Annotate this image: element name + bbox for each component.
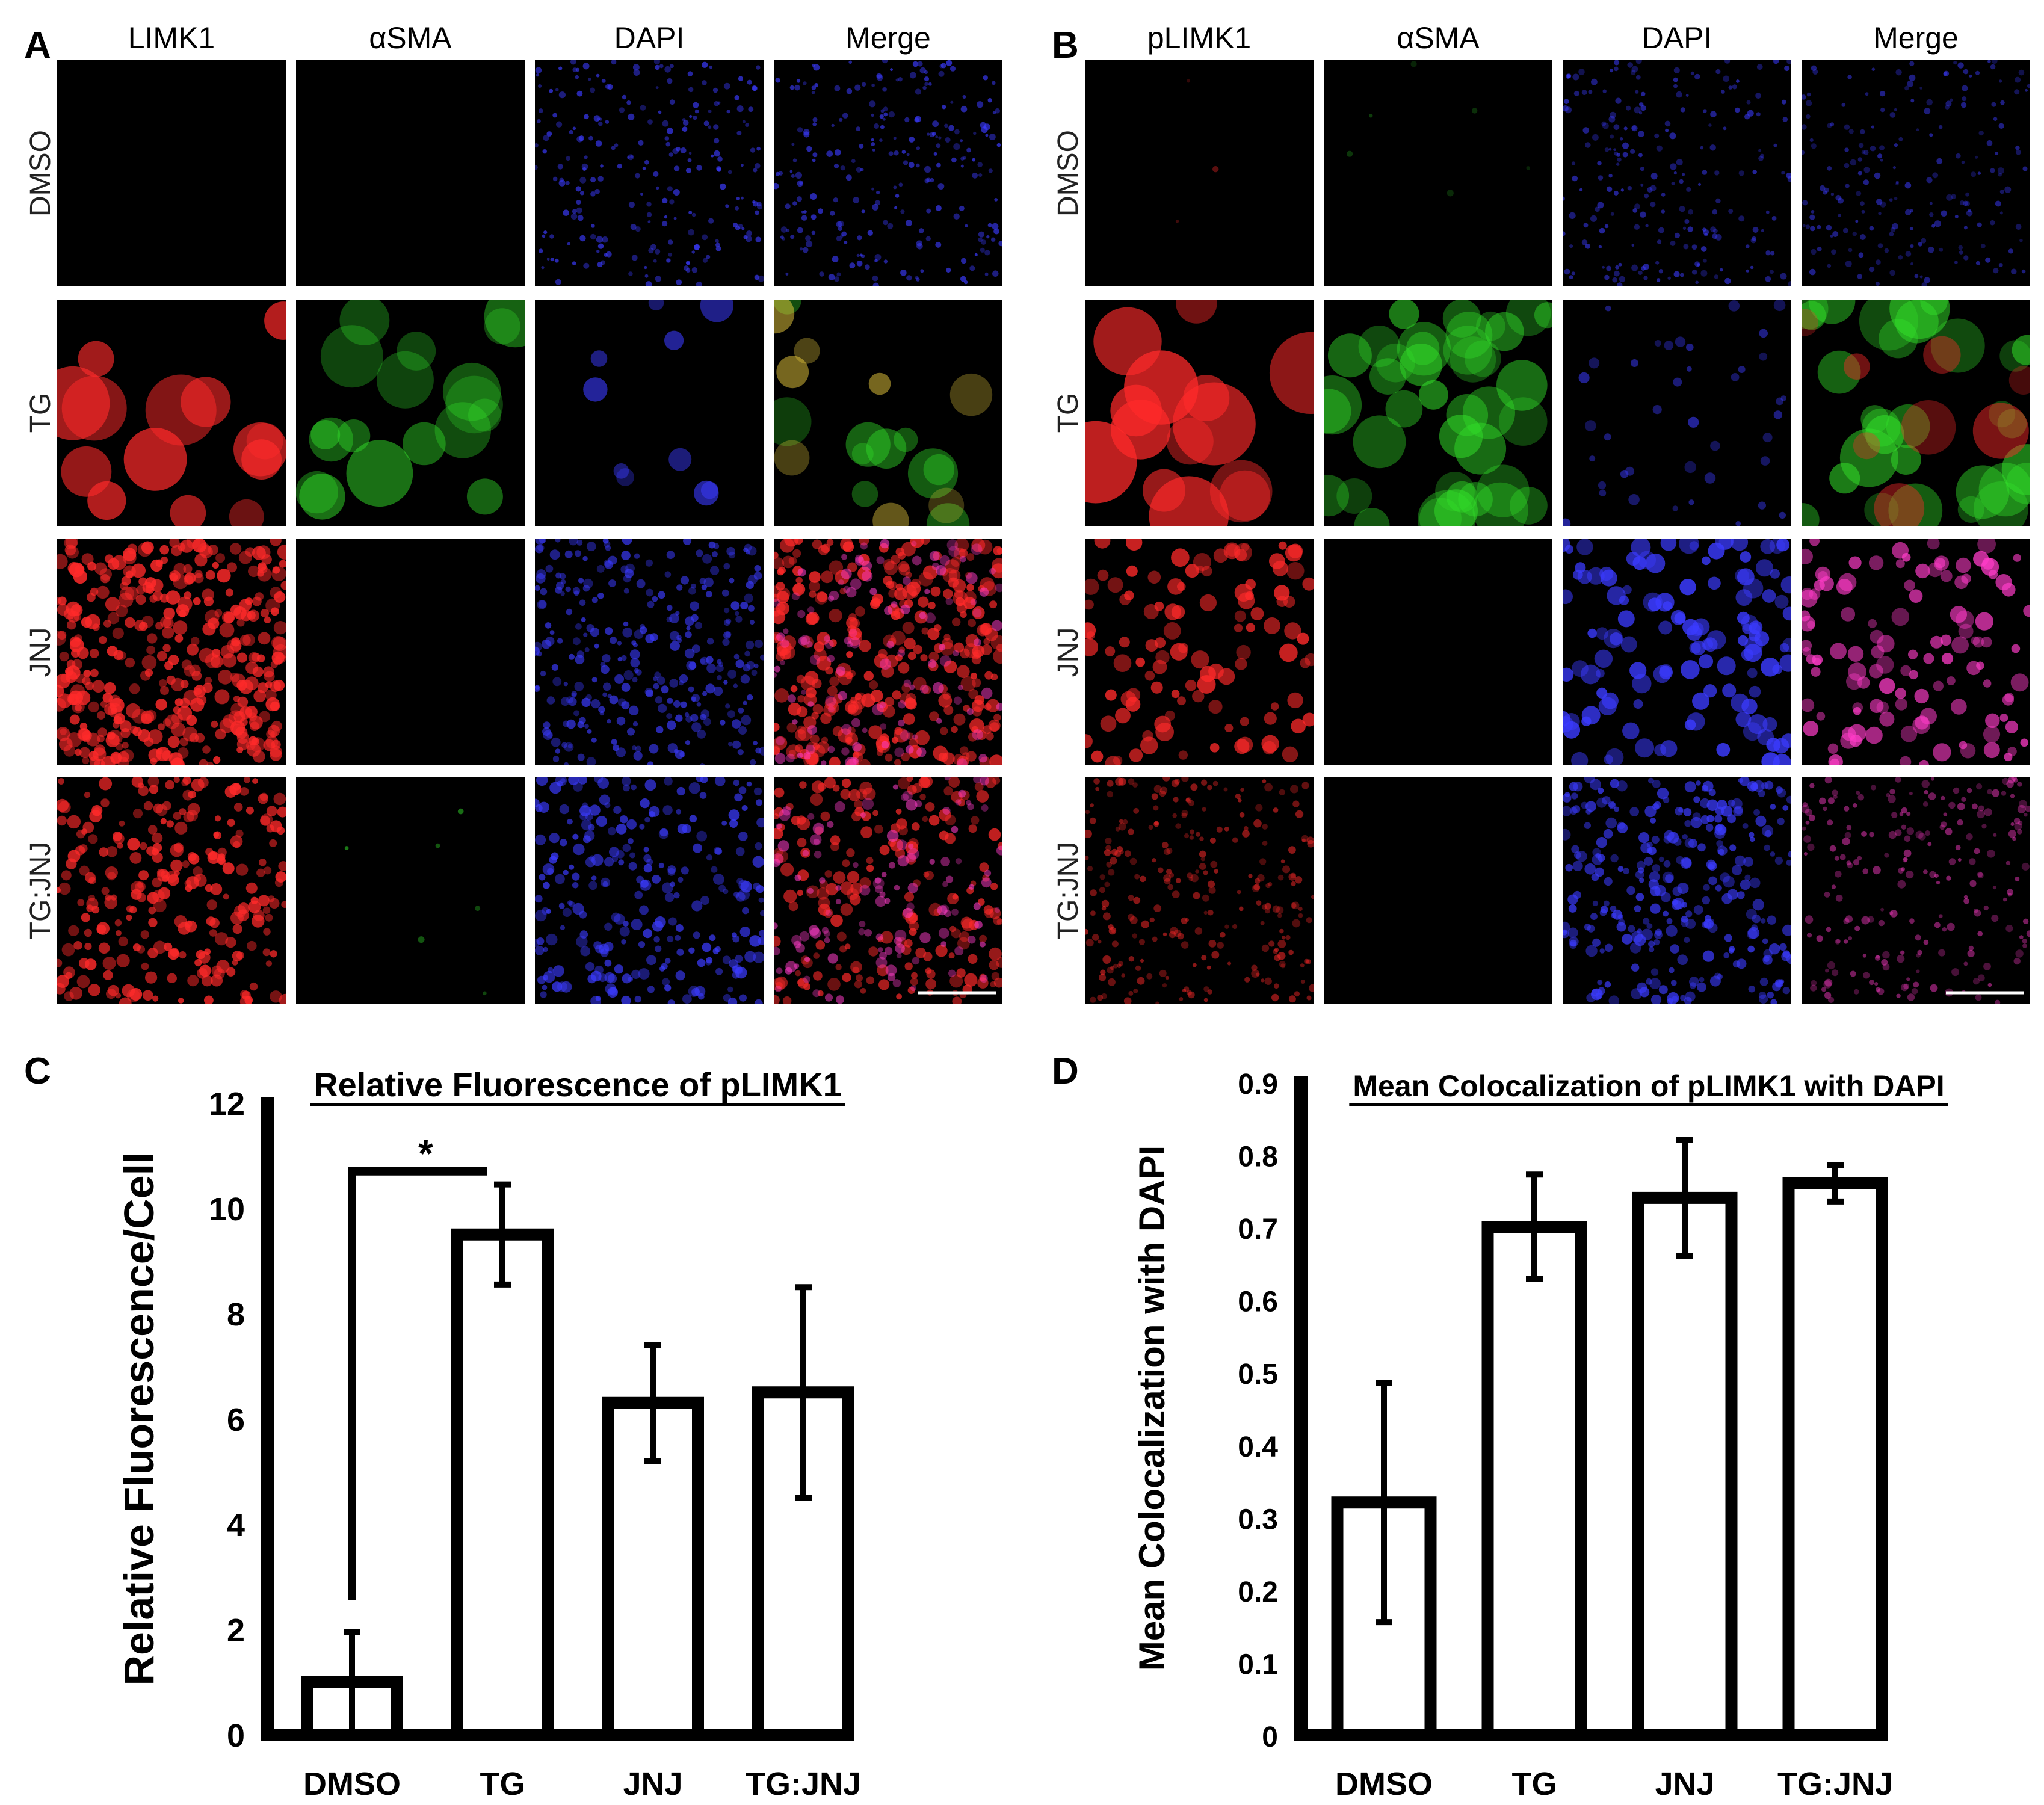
chart-c-category-label: TG:JNJ <box>746 1766 861 1802</box>
chart-d-error-bar-tg <box>1526 1171 1543 1282</box>
micrograph-a-jnj-dapi <box>535 539 764 765</box>
chart-d-ytick-label: 0.6 <box>1238 1286 1278 1318</box>
micrograph-a-tg-jnj-ch1 <box>57 777 286 1004</box>
col-label-dapi: DAPI <box>614 21 685 55</box>
chart-d-ytick-label: 0.3 <box>1238 1504 1278 1535</box>
chart-d-bar-tg <box>1481 1221 1587 1741</box>
col-label-dapi-b: DAPI <box>1641 21 1712 55</box>
chart-c-category-label: TG <box>480 1766 525 1802</box>
chart-c-category-label: JNJ <box>623 1766 682 1802</box>
row-label-dmso-b: DMSO <box>1052 130 1084 217</box>
chart-c-category-label: DMSO <box>303 1766 401 1802</box>
chart-c-ytick-label: 10 <box>209 1191 245 1227</box>
micrograph-b-tg-dapi <box>1563 300 1791 526</box>
chart-d-bar-jnj <box>1632 1191 1738 1741</box>
micrograph-b-jnj-dapi <box>1563 539 1791 765</box>
chart-c-ytick-label: 2 <box>227 1612 245 1649</box>
chart-c-error-bar-jnj <box>644 1342 661 1464</box>
col-label-asma: αSMA <box>369 21 452 55</box>
chart-d-bar-tg-jnj <box>1782 1177 1888 1741</box>
row-label-tg-b: TG <box>1052 392 1084 433</box>
panel-letter-b: B <box>1052 25 1079 66</box>
chart-d-title: Mean Colocalization of pLIMK1 with DAPI <box>1353 1069 1944 1103</box>
chart-c-y-axis-label: Relative Fluorescence/Cell <box>116 1152 162 1685</box>
panel-letter-a: A <box>24 25 51 66</box>
row-label-tg-jnj: TG:JNJ <box>25 841 57 940</box>
micrograph-a-tg-jnj-merge <box>774 777 1002 1004</box>
chart-d-ytick-label: 0 <box>1262 1721 1278 1753</box>
col-label-limk1: LIMK1 <box>128 21 215 55</box>
chart-c-ytick-label: 0 <box>227 1718 245 1754</box>
micrograph-a-tg-asma <box>296 300 525 526</box>
micrograph-b-dmso-asma <box>1324 60 1552 286</box>
micrograph-a-tg-dapi <box>535 300 764 526</box>
chart-d-category-label: TG:JNJ <box>1777 1766 1893 1802</box>
micrograph-b-dmso-ch1 <box>1085 60 1314 286</box>
chart-d-ytick-label: 0.1 <box>1238 1649 1278 1680</box>
chart-d-ytick-label: 0.2 <box>1238 1576 1278 1608</box>
row-label-tg: TG <box>25 392 57 433</box>
chart-c-ytick-label: 6 <box>227 1402 245 1438</box>
micrograph-a-tg-ch1 <box>57 300 286 526</box>
chart-c-bar-tg <box>451 1228 554 1741</box>
micrograph-a-tg-jnj-dapi <box>535 777 764 1004</box>
chart-c-ytick-label: 4 <box>227 1507 245 1543</box>
chart-d-category-label: JNJ <box>1655 1766 1714 1802</box>
chart-c-error-bar-dmso <box>344 1629 360 1735</box>
chart-d: 0 0.1 0.2 0.3 0.4 0.5 0.6 0.7 0.8 0.9 Mean Colocal… <box>1023 1047 2044 1805</box>
micrograph-b-tg-jnj-ch1 <box>1085 777 1314 1004</box>
chart-c-error-bar-tg <box>494 1181 511 1288</box>
micrograph-b-jnj-asma <box>1324 539 1552 765</box>
micrograph-b-tg-merge <box>1802 300 2030 526</box>
chart-c-significance-star: * <box>418 1132 433 1175</box>
micrograph-a-jnj-ch1 <box>57 539 286 765</box>
col-label-plimk1: pLIMK1 <box>1147 21 1252 55</box>
row-label-dmso: DMSO <box>25 130 57 217</box>
micrograph-b-jnj-ch1 <box>1085 539 1314 765</box>
micrograph-b-tg-jnj-merge <box>1802 777 2030 1004</box>
micrograph-a-dmso-dapi <box>535 60 764 286</box>
chart-c-ytick-label: 8 <box>227 1297 245 1333</box>
chart-c-error-bar-tg-jnj <box>795 1284 812 1501</box>
chart-d-error-bar-jnj <box>1676 1137 1693 1259</box>
chart-d-ytick-label: 0.4 <box>1238 1431 1278 1463</box>
chart-d-ytick-label: 0.5 <box>1238 1359 1278 1390</box>
micrograph-b-dmso-dapi <box>1563 60 1791 286</box>
row-label-jnj-b: JNJ <box>1052 627 1084 677</box>
chart-d-svg: 0 0.1 0.2 0.3 0.4 0.5 0.6 0.7 0.8 0.9 Mean Colocal… <box>1132 1069 1948 1802</box>
micrograph-b-tg-jnj-asma <box>1324 777 1552 1004</box>
micrograph-b-tg-ch1 <box>1085 300 1314 526</box>
chart-d-error-bar-dmso <box>1376 1380 1392 1626</box>
chart-d-y-axis-label: Mean Colocalization with DAPI <box>1132 1146 1172 1671</box>
micrograph-a-jnj-asma <box>296 539 525 765</box>
row-label-tg-jnj-b: TG:JNJ <box>1052 841 1084 940</box>
micrograph-b-tg-jnj-dapi <box>1563 777 1791 1004</box>
micrograph-a-tg-jnj-asma <box>296 777 525 1004</box>
chart-c-title: Relative Fluorescence of pLIMK1 <box>313 1066 842 1103</box>
chart-d-category-label: TG <box>1512 1766 1557 1802</box>
micrograph-a-jnj-merge <box>774 539 1002 765</box>
panel-letter-d: D <box>1052 1051 1079 1092</box>
panel-letter-c: C <box>24 1051 51 1092</box>
chart-d-ytick-label: 0.8 <box>1238 1141 1278 1173</box>
chart-c-ytick-label: 12 <box>209 1086 245 1122</box>
chart-d-error-bar-tg-jnj <box>1827 1162 1844 1205</box>
chart-d-ytick-label: 0.7 <box>1238 1214 1278 1245</box>
micrograph-b-tg-asma <box>1324 300 1552 526</box>
chart-c-svg: 0 2 4 6 8 10 12 Relative Fluorescence/Cell Relat… <box>116 1066 861 1802</box>
col-label-merge: Merge <box>845 21 931 55</box>
micrograph-b-jnj-merge <box>1802 539 2030 765</box>
micrograph-a-dmso-asma <box>296 60 525 286</box>
micrograph-b-dmso-merge <box>1802 60 2030 286</box>
chart-c: 0 2 4 6 8 10 12 Relative Fluorescence/Cell Relat… <box>0 1047 1023 1805</box>
micrograph-a-dmso-ch1 <box>57 60 286 286</box>
micrograph-a-tg-merge <box>774 300 1002 526</box>
chart-d-category-label: DMSO <box>1335 1766 1433 1802</box>
chart-c-significance-bracket <box>348 1167 487 1600</box>
chart-d-ytick-label: 0.9 <box>1238 1069 1278 1100</box>
col-label-merge-b: Merge <box>1873 21 1959 55</box>
row-label-jnj: JNJ <box>25 627 57 677</box>
col-label-asma-b: αSMA <box>1397 21 1480 55</box>
micrograph-a-dmso-merge <box>774 60 1002 286</box>
